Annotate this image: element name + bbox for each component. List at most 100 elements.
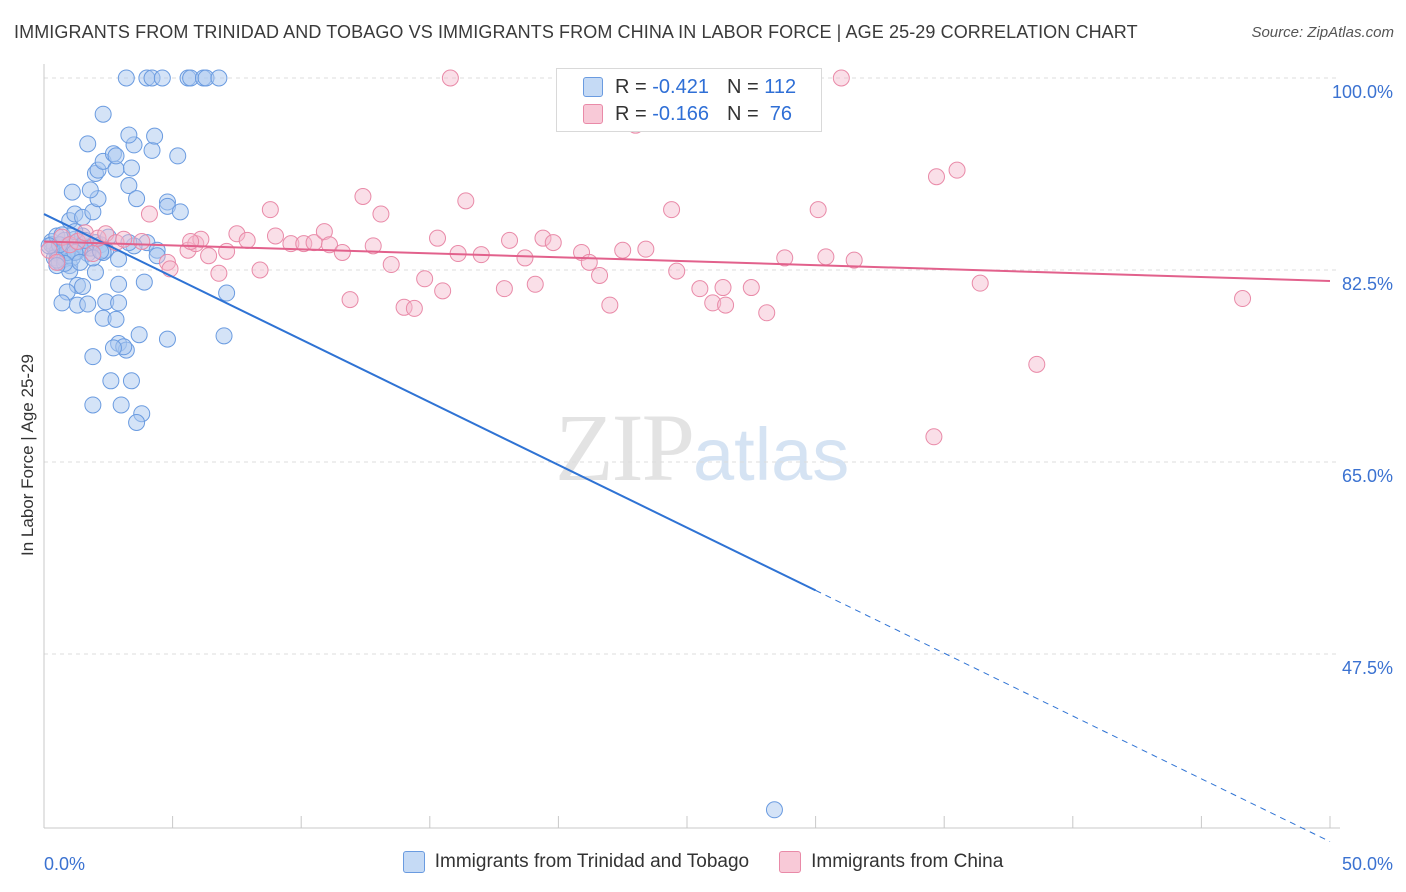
china-point	[434, 282, 452, 300]
trinidad-legend-swatch	[402, 851, 425, 873]
trinidad-point	[210, 69, 228, 87]
china-swatch	[583, 104, 603, 124]
china-point	[382, 256, 400, 274]
trinidad-point	[107, 147, 125, 165]
china-point	[495, 280, 513, 298]
trinidad-point	[81, 181, 99, 199]
trinidad-point	[84, 348, 102, 366]
r-value: -0.166	[652, 102, 709, 125]
china-point	[668, 262, 686, 280]
y-tick-label: 65.0%	[1342, 466, 1393, 486]
china-point	[817, 248, 835, 266]
trinidad-point	[120, 126, 138, 144]
china-point	[405, 299, 423, 317]
china-point	[441, 69, 459, 87]
legend-label-trinidad: Immigrants from Trinidad and Tobago	[434, 851, 750, 872]
trinidad-point	[104, 339, 122, 357]
china-point	[261, 201, 279, 219]
china-point	[948, 161, 966, 179]
n-label: N =	[726, 102, 759, 125]
china-point	[84, 245, 102, 263]
trinidad-point	[110, 294, 128, 312]
china-point	[501, 231, 519, 249]
trinidad-swatch	[583, 77, 603, 97]
china-point	[591, 266, 609, 284]
trinidad-point	[53, 294, 71, 312]
china-point	[845, 251, 863, 269]
china-point	[238, 231, 256, 249]
china-point	[580, 253, 598, 271]
china-point	[457, 192, 475, 210]
trinidad-trend-extension	[815, 589, 1331, 843]
china-point	[717, 296, 735, 314]
china-point	[776, 249, 794, 267]
stats-row-china: R = -0.166 N = 76	[583, 101, 792, 127]
axes	[43, 64, 1340, 829]
china-point	[140, 205, 158, 223]
trinidad-point	[122, 372, 140, 390]
r-label: R =	[615, 75, 647, 98]
trinidad-point	[158, 330, 176, 348]
china-point	[333, 243, 351, 261]
trinidad-point	[153, 69, 171, 87]
trinidad-point	[63, 183, 81, 201]
china-point	[544, 234, 562, 252]
watermark-atlas: atlas	[693, 413, 850, 496]
china-point	[516, 249, 534, 267]
china-point	[1028, 355, 1046, 373]
china-point	[429, 229, 447, 247]
trinidad-point	[120, 234, 138, 252]
china-point	[714, 279, 732, 297]
china-point	[320, 236, 338, 254]
trinidad-point	[84, 396, 102, 414]
china-point	[282, 235, 300, 253]
y-tick-label: 47.5%	[1342, 658, 1393, 678]
trinidad-point	[74, 277, 92, 295]
trinidad-point	[102, 372, 120, 390]
china-point	[364, 237, 382, 255]
stats-row-trinidad: R = -0.421 N = 112	[583, 74, 796, 100]
trinidad-point	[143, 141, 161, 159]
china-point	[354, 187, 372, 205]
trinidad-point	[79, 135, 97, 153]
china-point	[1234, 290, 1252, 308]
china-point	[704, 294, 722, 312]
china-point	[832, 69, 850, 87]
trinidad-point	[218, 284, 236, 302]
china-point	[341, 291, 359, 309]
tick-labels: 47.5% 65.0% 82.5% 100.0% 0.0% 50.0%	[44, 82, 1393, 874]
china-point	[315, 223, 333, 241]
china-point	[133, 232, 151, 250]
china-point	[372, 205, 390, 223]
trinidad-point	[135, 273, 153, 291]
china-legend-swatch	[779, 851, 802, 873]
china-point	[663, 201, 681, 219]
china-point	[758, 304, 776, 322]
x-tick-label: 0.0%	[44, 854, 85, 874]
trinidad-point	[117, 69, 135, 87]
china-point	[48, 253, 66, 271]
china-point	[601, 296, 619, 314]
legend-item-china[interactable]: Immigrants from China	[779, 851, 1003, 873]
legend-label-china: Immigrants from China	[811, 851, 1004, 872]
china-trend-line	[43, 240, 1331, 282]
china-point	[210, 264, 228, 282]
trinidad-point	[148, 247, 166, 265]
series-trinidad-points	[40, 69, 783, 819]
trinidad-point	[169, 147, 187, 165]
china-point	[614, 241, 632, 259]
stats-legend: R = -0.421 N = 112 R = -0.166 N = 76	[556, 68, 822, 132]
china-point	[251, 261, 269, 279]
china-point	[266, 227, 284, 245]
n-value: 112	[764, 75, 797, 98]
trinidad-point	[122, 159, 140, 177]
y-tick-label: 100.0%	[1332, 82, 1393, 102]
china-point	[637, 240, 655, 258]
china-point	[228, 225, 246, 243]
r-value: -0.421	[652, 75, 709, 98]
trinidad-trend-line	[43, 213, 817, 592]
source-label: Source: ZipAtlas.com	[1251, 24, 1394, 41]
legend-item-trinidad[interactable]: Immigrants from Trinidad and Tobago	[402, 851, 750, 873]
trinidad-point	[79, 295, 97, 313]
